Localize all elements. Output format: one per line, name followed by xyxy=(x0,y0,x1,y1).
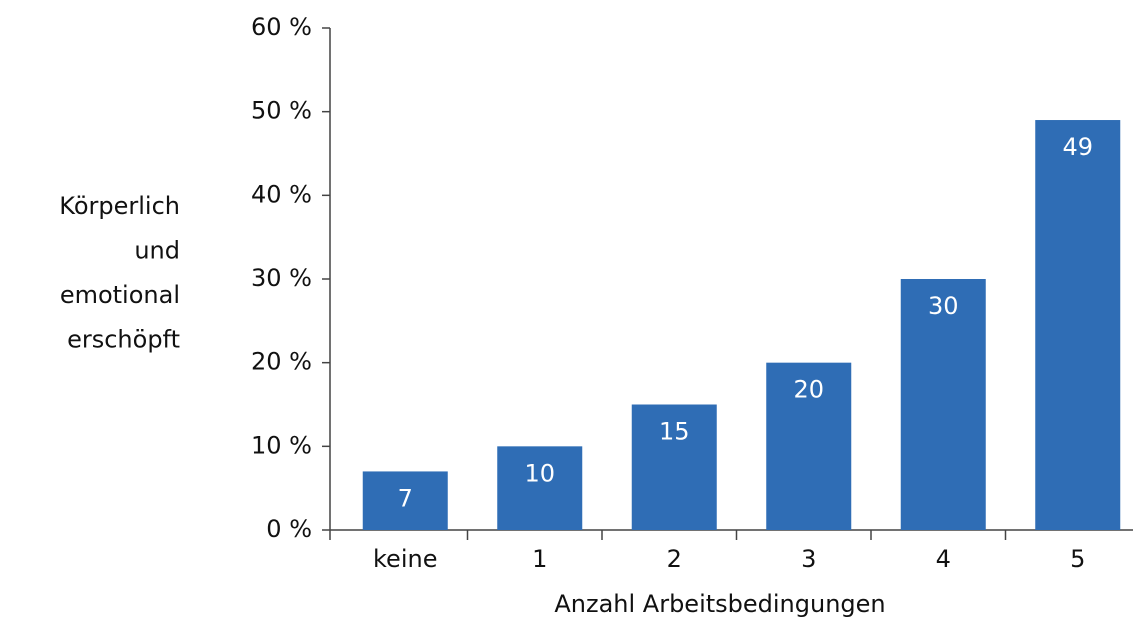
bar xyxy=(1035,120,1121,531)
bar xyxy=(766,362,852,530)
value-label: 15 xyxy=(659,418,690,446)
y-axis-title: erschöpft xyxy=(67,326,180,354)
y-axis-title: und xyxy=(134,237,180,265)
y-axis-title: Körperlich xyxy=(59,192,180,220)
y-tick-label: 10 % xyxy=(251,431,312,459)
value-label: 20 xyxy=(793,376,824,404)
bar xyxy=(631,404,717,530)
x-tick-label: 3 xyxy=(801,545,816,573)
y-tick-label: 50 % xyxy=(251,97,312,125)
value-label: 49 xyxy=(1062,133,1093,161)
y-tick-label: 0 % xyxy=(266,515,312,543)
x-tick-label: 4 xyxy=(936,545,951,573)
value-label: 30 xyxy=(928,292,959,320)
x-tick-label: 5 xyxy=(1070,545,1085,573)
bar xyxy=(900,279,986,530)
y-tick-label: 40 % xyxy=(251,180,312,208)
value-label: 7 xyxy=(398,484,413,512)
y-tick-label: 20 % xyxy=(251,348,312,376)
y-tick-label: 30 % xyxy=(251,264,312,292)
y-axis-title: emotional xyxy=(60,281,180,309)
bar xyxy=(497,446,583,530)
bar xyxy=(362,471,448,530)
x-tick-label: 1 xyxy=(532,545,547,573)
x-tick-label: keine xyxy=(373,545,437,573)
y-tick-label: 60 % xyxy=(251,13,312,41)
value-label: 10 xyxy=(524,459,555,487)
x-tick-label: 2 xyxy=(667,545,682,573)
x-axis-title: Anzahl Arbeitsbedingungen xyxy=(554,590,885,618)
